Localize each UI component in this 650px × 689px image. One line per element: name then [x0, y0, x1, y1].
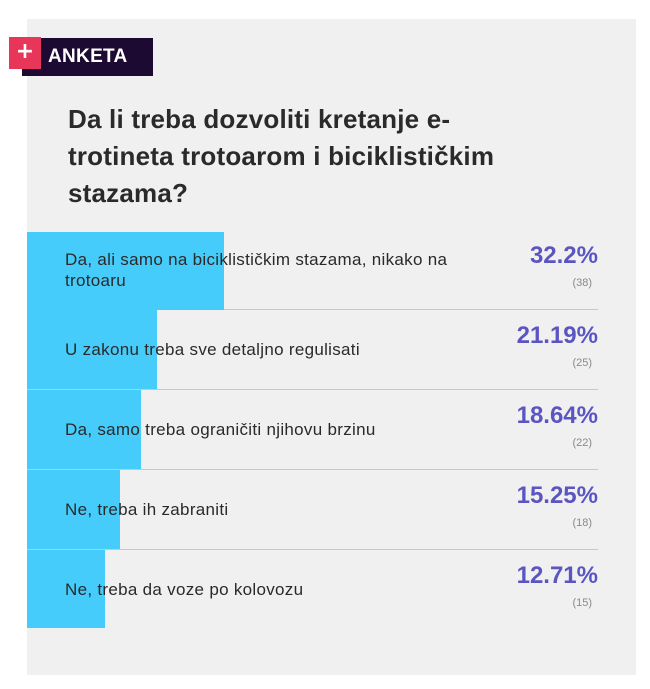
poll-question: Da li treba dozvoliti kretanje e-trotine… — [68, 104, 495, 208]
result-bar — [27, 310, 157, 389]
option-percent: 18.64% — [516, 402, 598, 429]
option-votes: (38) — [572, 277, 592, 289]
option-votes: (25) — [572, 357, 592, 369]
poll-options: Da, ali samo na biciklističkim stazama, … — [27, 230, 598, 629]
result-bar — [27, 470, 121, 549]
option-percent: 32.2% — [529, 242, 598, 269]
option-label: Da, ali samo na biciklističkim stazama, … — [65, 249, 448, 290]
badge-label: ANKETA — [22, 38, 153, 76]
option-label: Da, samo treba ograničiti njihovu brzinu — [65, 420, 376, 439]
poll-option-5[interactable]: Ne, treba da voze po kolovozu 12.71% (15… — [27, 550, 598, 629]
option-percent: 12.71% — [516, 562, 598, 589]
result-bar — [27, 390, 142, 469]
option-label: Ne, treba ih zabraniti — [65, 500, 229, 519]
option-label: Ne, treba da voze po kolovozu — [65, 580, 304, 599]
option-percent: 21.19% — [516, 322, 598, 349]
poll-option-4[interactable]: Ne, treba ih zabraniti 15.25% (18) — [27, 470, 598, 550]
option-label: U zakonu treba sve detaljno regulisati — [65, 340, 360, 359]
poll-option-3[interactable]: Da, samo treba ograničiti njihovu brzinu… — [27, 390, 598, 470]
option-votes: (22) — [572, 437, 592, 449]
result-bar — [27, 232, 224, 310]
option-percent: 15.25% — [516, 482, 598, 509]
option-votes: (18) — [572, 517, 592, 529]
option-votes: (15) — [572, 597, 592, 609]
poll-option-2[interactable]: U zakonu treba sve detaljno regulisati 2… — [27, 310, 598, 390]
result-bar — [27, 550, 105, 628]
poll-badge: + ANKETA — [9, 37, 153, 76]
plus-icon: + — [9, 37, 41, 69]
poll-option-1[interactable]: Da, ali samo na biciklističkim stazama, … — [27, 230, 598, 310]
